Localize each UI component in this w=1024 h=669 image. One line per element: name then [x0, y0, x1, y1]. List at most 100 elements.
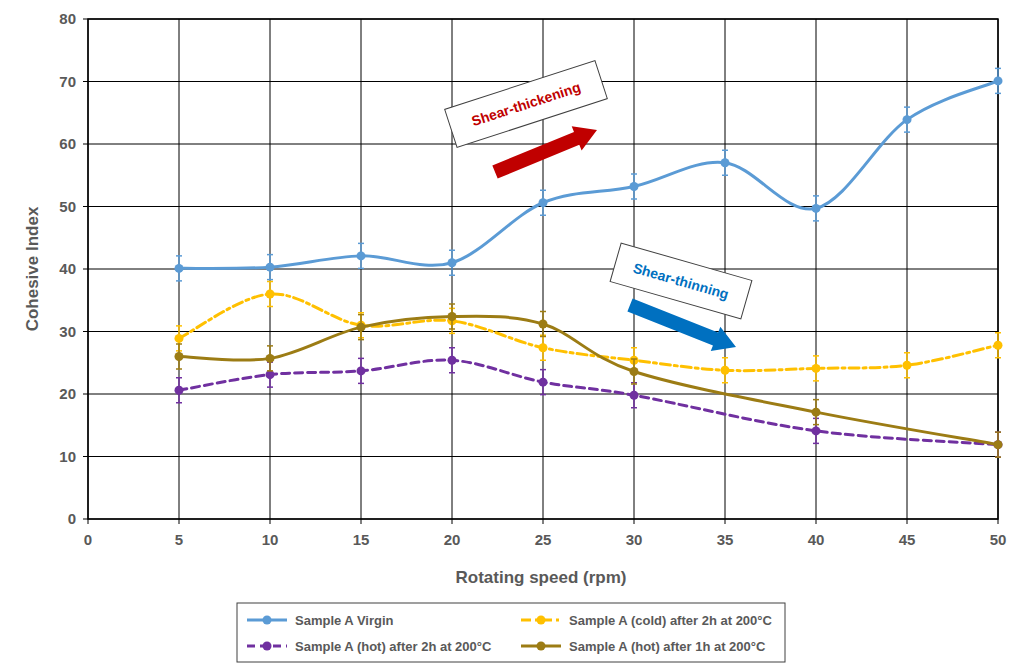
marker	[994, 440, 1003, 449]
marker	[812, 364, 821, 373]
x-tick-label: 40	[808, 531, 825, 548]
error-bar-cap	[813, 355, 819, 357]
error-bar-cap	[722, 150, 728, 152]
error-bar-cap	[176, 255, 182, 257]
marker	[175, 386, 184, 395]
error-bar-cap	[631, 407, 637, 409]
marker	[630, 367, 639, 376]
error-bar-cap	[358, 268, 364, 270]
legend-label: Sample A Virgin	[295, 613, 394, 628]
error-bar-cap	[995, 332, 1001, 334]
x-tick-label: 10	[262, 531, 279, 548]
y-tick-label: 30	[59, 323, 76, 340]
marker	[266, 370, 275, 379]
series-line	[179, 316, 998, 444]
x-tick-label: 5	[175, 531, 183, 548]
error-bar-cap	[995, 68, 1001, 70]
error-bar-cap	[358, 314, 364, 316]
error-bar-cap	[449, 347, 455, 349]
y-tick-label: 70	[59, 73, 76, 90]
legend-label: Sample A (hot) after 1h at 200°C	[569, 639, 766, 654]
annotation-text: Shear-thinning	[631, 260, 730, 303]
marker	[357, 366, 366, 375]
error-bar-cap	[358, 243, 364, 245]
error-bar-cap	[995, 431, 1001, 433]
error-bar-cap	[449, 328, 455, 330]
legend-marker	[263, 642, 272, 651]
error-bar-cap	[631, 358, 637, 360]
error-bar-cap	[631, 347, 637, 349]
marker	[812, 408, 821, 417]
grid	[83, 19, 998, 524]
error-bar-cap	[995, 431, 1001, 433]
error-bar-cap	[813, 443, 819, 445]
y-tick-label: 10	[59, 448, 76, 465]
error-bar-cap	[358, 312, 364, 314]
annotation-box	[445, 61, 608, 148]
legend: Sample A Virgin Sample A (cold) after 2h …	[237, 603, 785, 662]
data-layer	[175, 68, 1003, 457]
error-bar-cap	[995, 357, 1001, 359]
annotation: Shear-thickening	[445, 61, 608, 148]
marker	[539, 343, 548, 352]
y-tick-label: 60	[59, 135, 76, 152]
legend-marker	[537, 616, 546, 625]
error-bar-cap	[449, 250, 455, 252]
marker	[630, 182, 639, 191]
series-line	[179, 294, 998, 371]
error-bar-cap	[995, 456, 1001, 458]
error-bar-cap	[176, 402, 182, 404]
marker	[539, 320, 548, 329]
marker	[812, 426, 821, 435]
y-grid-line	[88, 456, 998, 457]
x-grid-line	[452, 19, 453, 519]
error-bar-cap	[449, 372, 455, 374]
error-bar-cap	[904, 377, 910, 379]
error-bar-cap	[631, 383, 637, 385]
error-bar-cap	[540, 394, 546, 396]
error-bar-cap	[540, 190, 546, 192]
error-bar-cap	[267, 386, 273, 388]
legend-label: Sample A (hot) after 2h at 200°C	[295, 639, 492, 654]
x-tick-label: 35	[717, 531, 734, 548]
error-bar-cap	[358, 339, 364, 341]
error-bar-cap	[813, 399, 819, 401]
error-bar-cap	[540, 311, 546, 313]
error-bar-cap	[449, 303, 455, 305]
y-tick-label: 80	[59, 10, 76, 27]
x-tick-label: 50	[990, 531, 1007, 548]
y-tick-label: 0	[68, 510, 76, 527]
marker	[721, 158, 730, 167]
error-bar-cap	[267, 254, 273, 256]
x-axis-title: Rotating speed (rpm)	[456, 568, 627, 587]
error-bar-cap	[176, 368, 182, 370]
error-bar-cap	[267, 306, 273, 308]
error-bar-cap	[904, 352, 910, 354]
error-bar-cap	[813, 195, 819, 197]
error-bar-cap	[995, 93, 1001, 95]
marker	[266, 263, 275, 272]
error-bar-cap	[176, 343, 182, 345]
x-tick-label: 25	[535, 531, 552, 548]
marker	[175, 334, 184, 343]
y-tick-label: 40	[59, 260, 76, 277]
error-bar-cap	[904, 106, 910, 108]
marker	[903, 115, 912, 124]
plot-frame	[88, 19, 998, 519]
error-bar-cap	[631, 198, 637, 200]
error-bar-cap	[813, 220, 819, 222]
marker	[812, 204, 821, 213]
marker	[539, 378, 548, 387]
annotation-box	[610, 243, 752, 319]
marker	[448, 356, 457, 365]
marker	[448, 258, 457, 267]
marker	[994, 341, 1003, 350]
y-grid-line	[88, 144, 998, 145]
error-bar-cap	[904, 131, 910, 133]
marker	[175, 264, 184, 273]
error-bar-cap	[813, 380, 819, 382]
legend-marker	[537, 642, 546, 651]
legend-marker	[263, 616, 272, 625]
marker	[630, 391, 639, 400]
legend-label: Sample A (cold) after 2h at 200°C	[569, 613, 773, 628]
